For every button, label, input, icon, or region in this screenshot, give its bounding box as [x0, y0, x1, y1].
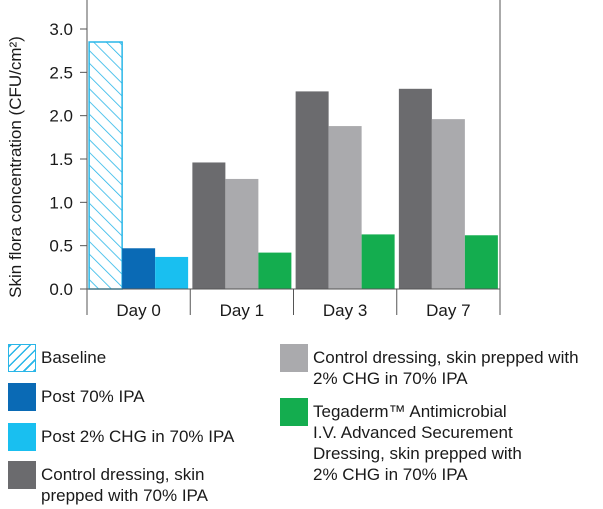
- bar: [88, 41, 123, 290]
- legend-label: Baseline: [41, 348, 107, 367]
- y-tick-label: 1.0: [49, 193, 73, 212]
- y-tick-label: 3.0: [49, 20, 73, 39]
- legend-swatch: [8, 383, 36, 411]
- y-tick-label: 2.0: [49, 107, 73, 126]
- bar: [225, 178, 259, 289]
- y-axis: 0.0 0.5 1.0 1.5 2.0 2.5 3.0: [49, 20, 87, 299]
- legend-label: Control dressing, skin prepped with 2% C…: [313, 348, 579, 388]
- y-tick-label: 0.5: [49, 237, 73, 256]
- bar: [192, 162, 226, 289]
- bar: [328, 126, 362, 289]
- legend-label: Control dressing, skin prepped with 70% …: [41, 465, 208, 505]
- legend-swatch: [8, 461, 36, 489]
- bar: [295, 91, 329, 290]
- x-tick-label: Day 7: [426, 301, 470, 320]
- y-axis-label: Skin flora concentration (CFU/cm²): [6, 36, 25, 298]
- x-tick-label: Day 3: [323, 301, 367, 320]
- legend-label: Post 2% CHG in 70% IPA: [41, 427, 235, 446]
- y-tick-label: 2.5: [49, 63, 73, 82]
- legend-item: Post 2% CHG in 70% IPA: [8, 423, 234, 451]
- bars: [88, 41, 498, 290]
- legend-item: Baseline: [8, 344, 106, 372]
- bar: [431, 119, 465, 289]
- bar: [258, 252, 292, 289]
- legend-item: Tegaderm™ Antimicrobial I.V. Advanced Se…: [280, 398, 522, 485]
- x-tick-label: Day 0: [116, 301, 160, 320]
- legend-swatch: [280, 398, 308, 426]
- bar-chart: Skin flora concentration (CFU/cm²) 0.00.…: [6, 0, 501, 320]
- legend-swatch: [8, 423, 36, 451]
- x-tick-label: Day 1: [220, 301, 264, 320]
- legend-swatch: [280, 344, 308, 372]
- bar: [361, 234, 395, 289]
- y-tick-label: 1.5: [49, 150, 73, 169]
- bar: [398, 88, 432, 289]
- bar: [122, 248, 156, 289]
- legend-item: Control dressing, skin prepped with 70% …: [8, 461, 208, 506]
- bar: [155, 256, 189, 289]
- axes: [86, 0, 501, 315]
- legend-label: Post 70% IPA: [41, 387, 145, 406]
- legend-item: Post 70% IPA: [8, 383, 145, 411]
- bar: [464, 235, 498, 289]
- legend-item: Control dressing, skin prepped with 2% C…: [280, 344, 579, 389]
- x-axis: Day 0 Day 1 Day 3 Day 7: [116, 301, 470, 320]
- legend-label: Tegaderm™ Antimicrobial I.V. Advanced Se…: [313, 402, 522, 484]
- legend-swatch: [8, 344, 36, 372]
- y-tick-label: 0.0: [49, 280, 73, 299]
